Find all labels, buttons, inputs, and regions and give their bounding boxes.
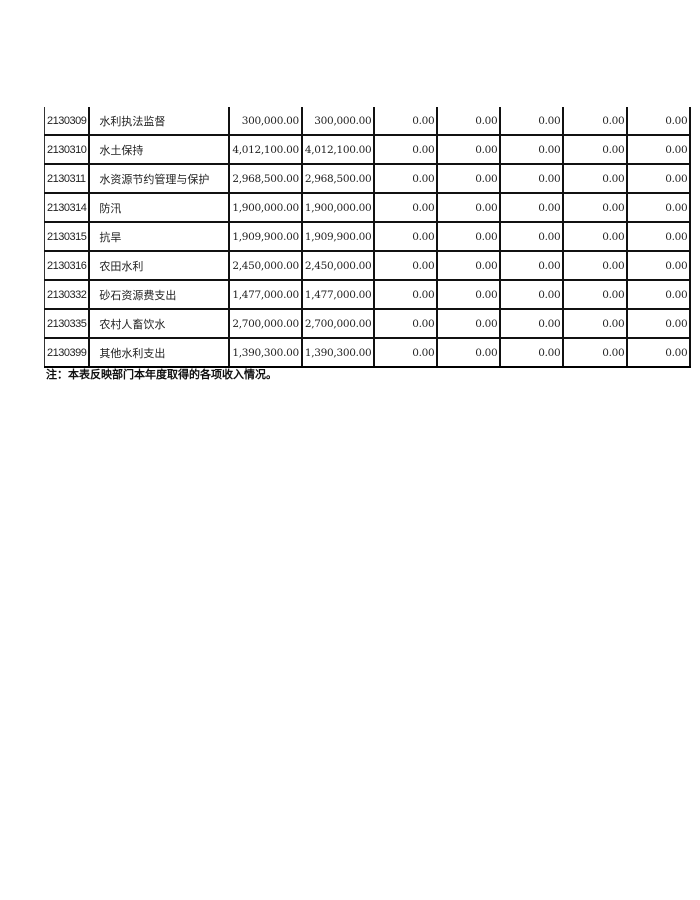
subject-name-cell: 砂石资源费支出 [89, 280, 231, 310]
amount-cell: 0.00 [563, 280, 629, 310]
amount-cell: 2,450,000.00 [229, 251, 303, 281]
amount-cell: 0.00 [563, 107, 629, 136]
amount-cell: 0.00 [374, 135, 439, 165]
amount-cell: 0.00 [500, 135, 565, 165]
amount-cell: 0.00 [500, 107, 565, 136]
subject-code-cell: 2130311 [44, 164, 91, 194]
amount-cell: 0.00 [374, 309, 439, 339]
table-row: 2130316 农田水利 2,450,000.00 2,450,000.00 0.00 0… [44, 251, 692, 281]
amount-cell: 0.00 [437, 164, 502, 194]
table-row: 2130332 砂石资源费支出 1,477,000.00 1,477,000.00 0.… [44, 280, 692, 310]
amount-cell: 0.00 [563, 338, 629, 368]
amount-cell: 0.00 [374, 193, 439, 223]
amount-cell: 0.00 [437, 135, 502, 165]
subject-code-cell: 2130316 [44, 251, 91, 281]
amount-cell: 0.00 [563, 309, 629, 339]
amount-cell: 0.00 [627, 193, 692, 223]
amount-cell: 1,390,300.00 [229, 338, 303, 368]
amount-cell: 0.00 [374, 338, 439, 368]
amount-cell: 0.00 [627, 251, 692, 281]
amount-cell: 0.00 [374, 164, 439, 194]
amount-cell: 0.00 [437, 280, 502, 310]
amount-cell: 300,000.00 [301, 107, 376, 136]
table-row: 2130314 防汛 1,900,000.00 1,900,000.00 0.00 0.0… [44, 193, 692, 223]
amount-cell: 0.00 [437, 107, 502, 136]
amount-cell: 1,909,900.00 [301, 222, 376, 252]
amount-cell: 2,450,000.00 [301, 251, 376, 281]
amount-cell: 0.00 [563, 222, 629, 252]
amount-cell: 0.00 [627, 309, 692, 339]
subject-code-cell: 2130332 [44, 280, 91, 310]
amount-cell: 4,012,100.00 [301, 135, 376, 165]
amount-cell: 0.00 [627, 164, 692, 194]
subject-name-cell: 水土保持 [89, 135, 231, 165]
subject-code-cell: 2130310 [44, 135, 91, 165]
table-row: 2130310 水土保持 4,012,100.00 4,012,100.00 0.00 0… [44, 135, 692, 165]
subject-code-cell: 2130335 [44, 309, 91, 339]
amount-cell: 0.00 [627, 135, 692, 165]
table-row: 2130309 水利执法监督 300,000.00 300,000.00 0.00 0.0… [44, 107, 692, 136]
table-row: 2130335 农村人畜饮水 2,700,000.00 2,700,000.00 0.0… [44, 309, 692, 339]
subject-name-cell: 水利执法监督 [89, 107, 231, 136]
subject-name-cell: 农田水利 [89, 251, 231, 281]
amount-cell: 0.00 [563, 251, 629, 281]
table-row: 2130399 其他水利支出 1,390,300.00 1,390,300.00 0.0… [44, 338, 692, 368]
amount-cell: 0.00 [500, 280, 565, 310]
amount-cell: 2,968,500.00 [229, 164, 303, 194]
amount-cell: 0.00 [563, 164, 629, 194]
table-note: 注：本表反映部门本年度取得的各项收入情况。 [46, 368, 277, 381]
amount-cell: 0.00 [563, 193, 629, 223]
amount-cell: 0.00 [627, 280, 692, 310]
table-row: 2130315 抗旱 1,909,900.00 1,909,900.00 0.00 0.0… [44, 222, 692, 252]
amount-cell: 0.00 [563, 135, 629, 165]
amount-cell: 0.00 [437, 251, 502, 281]
amount-cell: 1,477,000.00 [229, 280, 303, 310]
amount-cell: 0.00 [500, 338, 565, 368]
amount-cell: 0.00 [627, 222, 692, 252]
table-row: 2130311 水资源节约管理与保护 2,968,500.00 2,968,500.0… [44, 164, 692, 194]
subject-code-cell: 2130309 [44, 107, 91, 136]
amount-cell: 1,900,000.00 [301, 193, 376, 223]
amount-cell: 1,477,000.00 [301, 280, 376, 310]
subject-code-cell: 2130315 [44, 222, 91, 252]
amount-cell: 2,968,500.00 [301, 164, 376, 194]
income-table: 2130309 水利执法监督 300,000.00 300,000.00 0.00 0.0… [44, 107, 692, 368]
subject-name-cell: 农村人畜饮水 [89, 309, 231, 339]
amount-cell: 0.00 [627, 107, 692, 136]
amount-cell: 0.00 [500, 193, 565, 223]
amount-cell: 1,390,300.00 [301, 338, 376, 368]
amount-cell: 0.00 [437, 222, 502, 252]
amount-cell: 1,909,900.00 [229, 222, 303, 252]
subject-code-cell: 2130314 [44, 193, 91, 223]
subject-code-cell: 2130399 [44, 338, 91, 368]
amount-cell: 0.00 [374, 280, 439, 310]
amount-cell: 0.00 [500, 251, 565, 281]
amount-cell: 4,012,100.00 [229, 135, 303, 165]
amount-cell: 0.00 [374, 222, 439, 252]
amount-cell: 300,000.00 [229, 107, 303, 136]
amount-cell: 0.00 [374, 251, 439, 281]
subject-name-cell: 其他水利支出 [89, 338, 231, 368]
amount-cell: 2,700,000.00 [301, 309, 376, 339]
amount-cell: 1,900,000.00 [229, 193, 303, 223]
amount-cell: 0.00 [500, 164, 565, 194]
amount-cell: 0.00 [500, 222, 565, 252]
amount-cell: 0.00 [500, 309, 565, 339]
amount-cell: 0.00 [437, 309, 502, 339]
amount-cell: 0.00 [627, 338, 692, 368]
amount-cell: 2,700,000.00 [229, 309, 303, 339]
amount-cell: 0.00 [437, 338, 502, 368]
amount-cell: 0.00 [437, 193, 502, 223]
subject-name-cell: 防汛 [89, 193, 231, 223]
subject-name-cell: 抗旱 [89, 222, 231, 252]
subject-name-cell: 水资源节约管理与保护 [89, 164, 231, 194]
amount-cell: 0.00 [374, 107, 439, 136]
